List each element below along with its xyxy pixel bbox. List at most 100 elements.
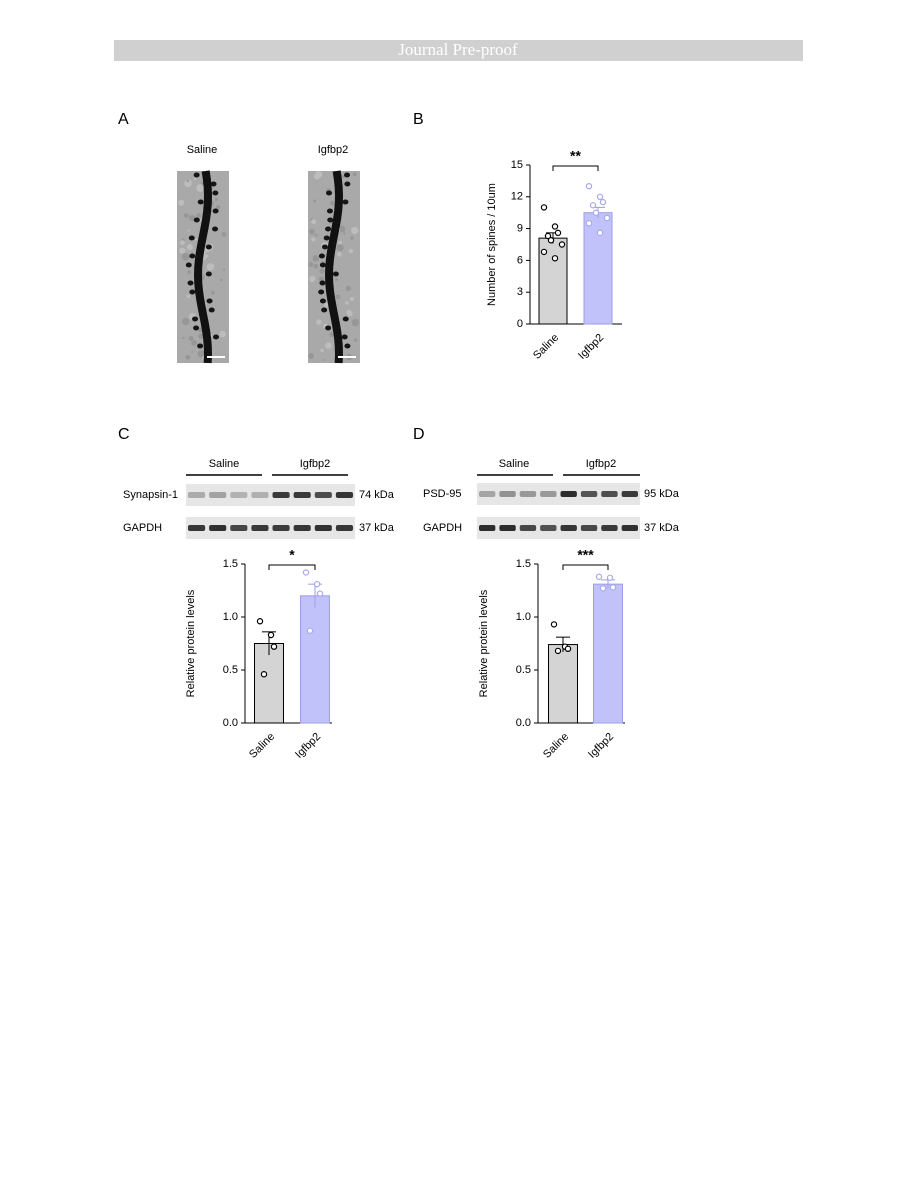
- blot-band: [293, 525, 311, 531]
- texture: [308, 353, 315, 359]
- data-point: [267, 631, 275, 639]
- texture: [348, 248, 354, 254]
- texture: [329, 200, 335, 206]
- data-point: [544, 232, 552, 240]
- blot-band: [499, 525, 516, 531]
- texture: [221, 232, 227, 237]
- spine: [189, 289, 196, 295]
- texture: [308, 262, 314, 267]
- blot-band: [479, 491, 496, 497]
- texture: [338, 225, 346, 233]
- texture: [313, 264, 319, 269]
- spine: [344, 343, 351, 349]
- panel-letter: B: [413, 111, 424, 128]
- spine: [341, 334, 348, 340]
- texture: [178, 199, 185, 206]
- data-point: [256, 618, 264, 625]
- banner: Journal Pre-proof: [398, 40, 518, 59]
- y-tick-label: 0.0: [223, 717, 238, 729]
- texture: [342, 175, 345, 179]
- panel-letter: D: [413, 426, 425, 443]
- spine: [193, 172, 200, 178]
- texture: [198, 333, 204, 340]
- spine: [318, 289, 325, 295]
- data-point: [596, 229, 604, 237]
- spine: [189, 253, 196, 259]
- texture: [188, 214, 196, 222]
- bar: [593, 583, 623, 724]
- blot-band: [272, 525, 290, 531]
- data-point: [599, 585, 607, 592]
- texture: [216, 205, 221, 210]
- blot-band: [314, 492, 332, 498]
- panel-letter: C: [118, 426, 130, 443]
- y-tick-label: 0.5: [223, 664, 238, 676]
- blot-band: [560, 525, 577, 531]
- y-tick-label: 0.0: [516, 717, 531, 729]
- blot-band: [519, 491, 537, 497]
- significance-bracket: [268, 564, 316, 570]
- spine: [206, 298, 213, 304]
- spine: [326, 208, 333, 214]
- y-tick-label: 1.5: [223, 558, 238, 570]
- dendrite: [193, 170, 212, 364]
- data-point: [564, 645, 572, 653]
- significance-bracket: [562, 564, 609, 570]
- x-tick-label: Igfbp2: [293, 731, 323, 761]
- texture: [316, 319, 322, 325]
- banner-bg: [114, 40, 803, 61]
- texture: [182, 317, 190, 326]
- blot-band: [314, 525, 332, 531]
- spine: [208, 307, 215, 313]
- texture: [196, 184, 205, 192]
- bar: [583, 212, 613, 325]
- texture: [353, 338, 358, 342]
- data-point: [547, 237, 555, 244]
- data-point: [302, 569, 310, 576]
- spine: [212, 208, 219, 214]
- blot-band: [601, 491, 618, 497]
- bar: [300, 595, 330, 724]
- texture: [312, 255, 320, 262]
- texture: [181, 252, 190, 261]
- texture: [311, 219, 317, 225]
- texture: [187, 270, 192, 275]
- texture: [345, 301, 349, 305]
- data-point: [585, 182, 593, 190]
- group-label: Saline: [209, 458, 240, 470]
- spine: [213, 334, 220, 340]
- texture: [349, 296, 355, 302]
- texture: [214, 197, 218, 201]
- texture: [335, 278, 338, 281]
- texture: [211, 291, 215, 295]
- texture: [336, 244, 344, 252]
- blot-protein: GAPDH: [423, 522, 462, 534]
- texture: [184, 179, 192, 188]
- blot-band: [560, 491, 577, 497]
- image-label: Igfbp2: [318, 144, 349, 156]
- blot-band: [540, 491, 557, 497]
- texture: [309, 275, 316, 282]
- blot-band: [621, 525, 638, 531]
- significance-bracket: [552, 165, 599, 171]
- blot: [186, 517, 355, 539]
- spine: [197, 343, 204, 349]
- texture: [188, 336, 194, 341]
- y-tick-label: 1.5: [516, 558, 531, 570]
- group-label: Igfbp2: [586, 458, 617, 470]
- data-point: [589, 202, 597, 209]
- spine: [344, 181, 351, 187]
- data-point: [550, 621, 558, 628]
- blot: [477, 517, 640, 539]
- blot-band: [209, 525, 227, 531]
- blot-band: [251, 492, 269, 498]
- spine: [342, 316, 349, 322]
- y-axis-label: Number of spines / 10um: [486, 183, 498, 306]
- x-tick-label: Saline: [247, 731, 277, 761]
- texture: [186, 294, 191, 299]
- x-tick-label: Saline: [531, 332, 561, 362]
- texture: [352, 172, 357, 177]
- texture: [313, 199, 317, 203]
- blot-band: [580, 491, 598, 497]
